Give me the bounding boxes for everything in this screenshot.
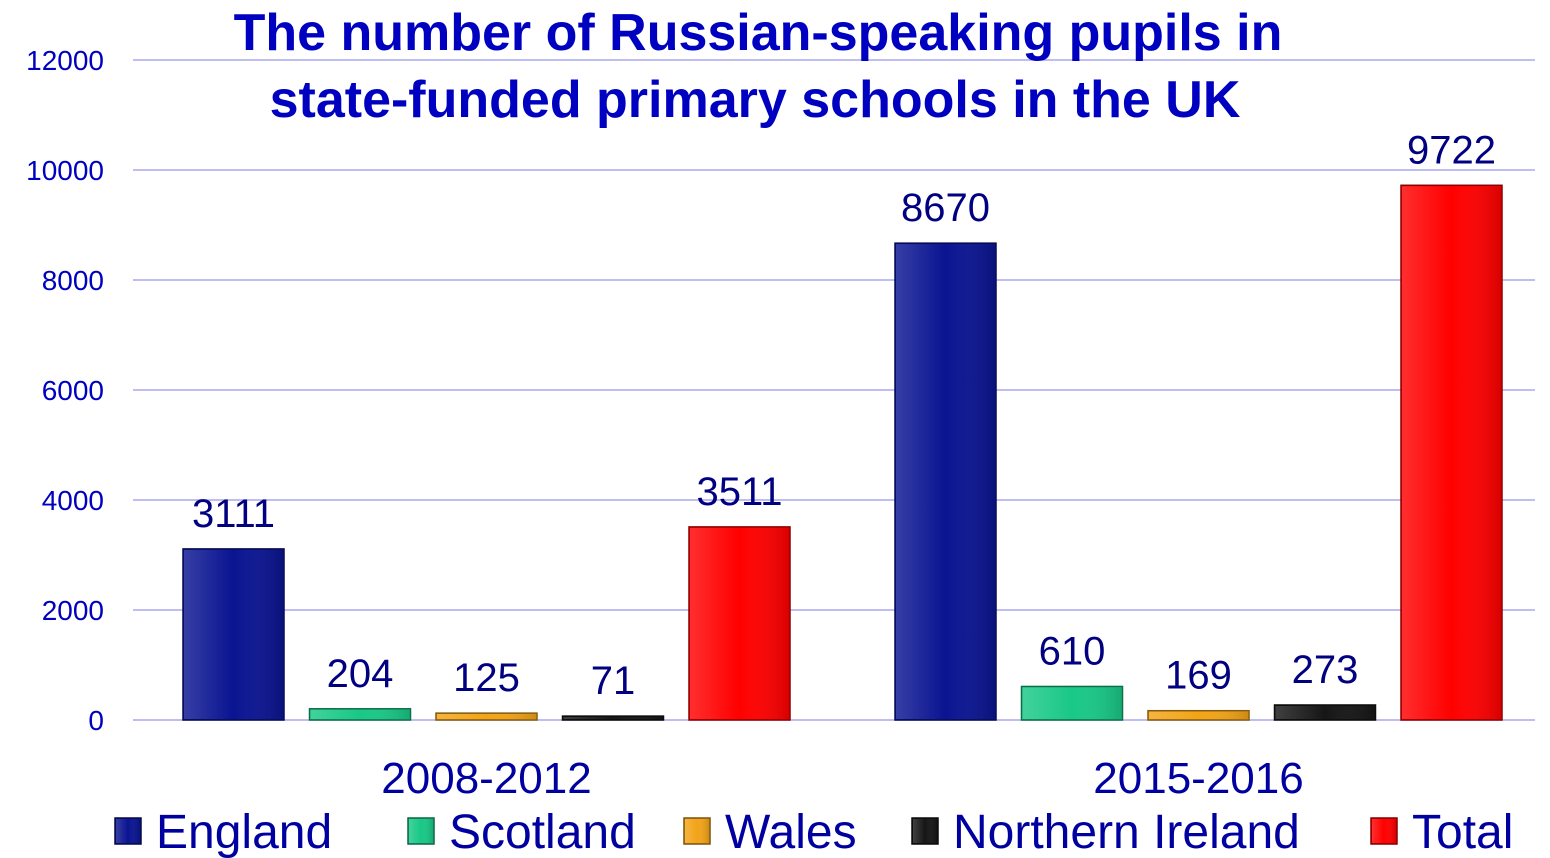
bar-england-2015-2016: [894, 242, 997, 721]
data-label: 9722: [1407, 128, 1496, 172]
bar-wales-2008-2012: [435, 712, 538, 721]
bar-shine: [1022, 687, 1122, 719]
bar-shine: [1149, 711, 1248, 719]
legend-label: Scotland: [449, 806, 636, 858]
legend-swatch-shine: [116, 819, 140, 843]
title-line-2: state-funded primary schools in the UK: [270, 71, 1241, 129]
data-label: 3511: [696, 470, 782, 514]
bar-wales-2015-2016: [1147, 709, 1250, 721]
bar-shine: [310, 709, 410, 719]
data-label: 204: [327, 652, 394, 696]
gridlines: [133, 59, 1535, 721]
data-label: 125: [453, 656, 520, 700]
chart-title: The number of Russian-speaking pupils in…: [234, 4, 1283, 129]
y-tick-label: 8000: [42, 265, 104, 296]
data-label: 610: [1039, 629, 1106, 673]
legend-label: Northern Ireland: [953, 806, 1300, 858]
title-line-1: The number of Russian-speaking pupils in: [234, 4, 1283, 62]
bar-shine: [690, 527, 789, 719]
y-tick-label: 12000: [26, 45, 104, 76]
legend-item-northern-ireland: Northern Ireland: [911, 806, 1300, 858]
legend-swatch-shine: [409, 819, 433, 843]
legend-swatch-shine: [685, 819, 709, 843]
legend-swatch-shine: [1372, 819, 1396, 843]
y-tick-label: 10000: [26, 155, 104, 186]
data-label: 71: [591, 659, 636, 703]
y-tick-label: 0: [88, 705, 104, 736]
bar-england-2008-2012: [182, 548, 285, 721]
bar-shine: [184, 549, 283, 719]
bar-shine: [1402, 186, 1501, 720]
bar-scotland-2008-2012: [308, 708, 412, 721]
legend-item-scotland: Scotland: [407, 806, 636, 858]
data-labels: 3111 204 125 71 3511 8670 610 169 273 9722: [192, 128, 1496, 703]
y-tick-label: 6000: [42, 375, 104, 406]
legend-swatch-shine: [913, 819, 937, 843]
bar-northern-ireland-2008-2012: [561, 715, 665, 721]
legend-label: Wales: [725, 806, 857, 858]
x-tick-label: 2015-2016: [1093, 754, 1303, 803]
bar-shine: [437, 714, 536, 719]
bars: [182, 184, 1503, 721]
legend-label: England: [156, 806, 332, 858]
legend-label: Total: [1412, 806, 1513, 858]
legend-item-total: Total: [1370, 806, 1513, 858]
bar-shine: [563, 717, 663, 719]
x-axis: 2008-2012 2015-2016: [381, 754, 1303, 803]
data-label: 273: [1292, 648, 1359, 692]
y-tick-label: 2000: [42, 595, 104, 626]
bar-total-2008-2012: [688, 526, 791, 721]
y-axis: 0 2000 4000 6000 8000 10000 12000: [26, 45, 104, 736]
data-label: 169: [1165, 654, 1232, 698]
legend-item-england: England: [114, 806, 332, 858]
bar-shine: [896, 244, 995, 719]
bar-shine: [1275, 705, 1375, 719]
y-tick-label: 4000: [42, 485, 104, 516]
x-tick-label: 2008-2012: [381, 754, 591, 803]
bar-northern-ireland-2015-2016: [1273, 704, 1377, 721]
legend: England Scotland Wales Northern Ireland Tota…: [114, 806, 1513, 858]
bar-scotland-2015-2016: [1020, 685, 1124, 721]
data-label: 8670: [901, 186, 990, 230]
bar-total-2015-2016: [1400, 184, 1503, 721]
data-label: 3111: [192, 492, 275, 536]
legend-item-wales: Wales: [683, 806, 857, 858]
